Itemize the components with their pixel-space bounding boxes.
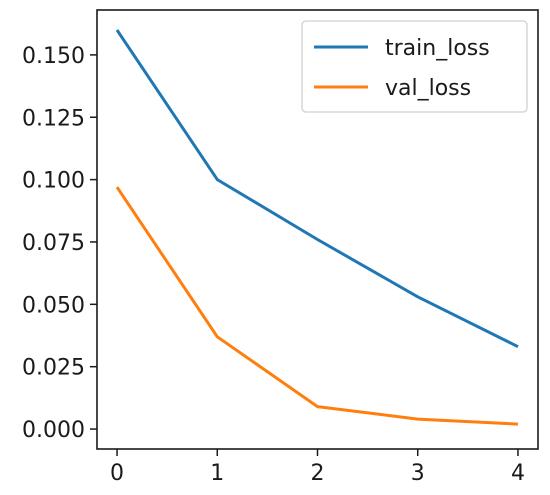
series-layer [115,29,519,426]
y-tick-label: 0.025 [22,356,85,381]
y-tick-label: 0.075 [22,231,85,256]
legend-label-val-loss: val_loss [385,76,471,101]
x-axis: 0 1 2 3 4 [110,449,525,486]
x-tick-label: 3 [411,461,425,486]
y-tick-label: 0.000 [22,418,85,443]
y-axis: 0.000 0.025 0.050 0.075 0.100 0.125 0.150 [22,44,97,443]
y-tick-label: 0.050 [22,293,85,318]
series-line-val-loss [115,186,519,426]
y-tick-label: 0.125 [22,106,85,131]
y-tick-label: 0.100 [22,169,85,194]
x-tick-label: 4 [511,461,525,486]
x-tick-label: 2 [311,461,325,486]
legend-box [301,20,528,113]
series-line-train-loss [115,29,519,349]
x-tick-label: 0 [110,461,124,486]
y-tick-label: 0.150 [22,44,85,69]
x-tick-label: 1 [210,461,224,486]
legend: train_loss val_loss [301,20,528,113]
legend-label-train-loss: train_loss [385,36,490,61]
